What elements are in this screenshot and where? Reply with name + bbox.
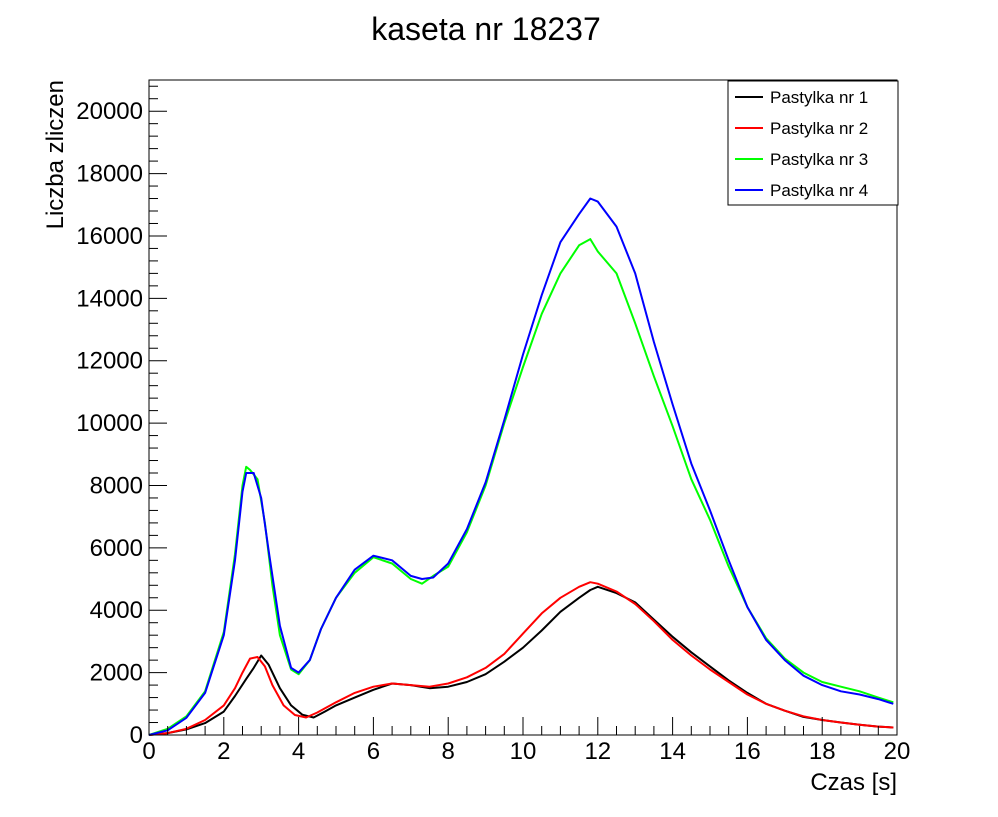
x-tick-label: 0 bbox=[142, 738, 155, 765]
x-axis-label: Czas [s] bbox=[810, 769, 897, 796]
y-tick-label: 20000 bbox=[76, 98, 143, 125]
x-axis: 0 2 4 6 8 10 12 14 16 18 20 bbox=[142, 717, 910, 765]
x-tick-label: 6 bbox=[367, 738, 380, 765]
x-tick-label: 18 bbox=[809, 738, 836, 765]
legend-label-3: Pastylka nr 3 bbox=[770, 150, 868, 169]
x-tick-label: 20 bbox=[884, 738, 911, 765]
y-tick-label: 4000 bbox=[90, 597, 143, 624]
y-tick-label: 12000 bbox=[76, 348, 143, 375]
y-tick-label: 14000 bbox=[76, 285, 143, 312]
y-tick-label: 16000 bbox=[76, 223, 143, 250]
y-tick-label: 0 bbox=[130, 722, 143, 749]
plot-area: 0 2 4 6 8 10 12 14 16 18 20 0 2000 4000 6000 8000 10000… bbox=[76, 79, 910, 765]
x-tick-label: 12 bbox=[584, 738, 611, 765]
legend-label-2: Pastylka nr 2 bbox=[770, 119, 868, 138]
y-tick-label: 10000 bbox=[76, 410, 143, 437]
x-tick-label: 2 bbox=[217, 738, 230, 765]
series-line-4 bbox=[148, 197, 894, 736]
legend: Pastylka nr 1 Pastylka nr 2 Pastylka nr 3 P… bbox=[727, 80, 899, 206]
series-layer bbox=[148, 197, 894, 736]
y-tick-label: 18000 bbox=[76, 161, 143, 188]
y-tick-label: 2000 bbox=[90, 660, 143, 687]
series-line-2 bbox=[148, 581, 894, 736]
x-tick-label: 4 bbox=[292, 738, 305, 765]
legend-label-4: Pastylka nr 4 bbox=[770, 181, 868, 200]
y-tick-label: 6000 bbox=[90, 535, 143, 562]
y-tick-label: 8000 bbox=[90, 472, 143, 499]
x-tick-label: 14 bbox=[659, 738, 686, 765]
y-axis: 0 2000 4000 6000 8000 10000 12000 14000 16000 180… bbox=[76, 85, 167, 749]
x-tick-label: 8 bbox=[442, 738, 455, 765]
y-axis-label: Liczba zliczen bbox=[42, 80, 69, 229]
legend-label-1: Pastylka nr 1 bbox=[770, 88, 868, 107]
legend-box bbox=[727, 80, 899, 206]
x-tick-label: 16 bbox=[734, 738, 761, 765]
chart-title: kaseta nr 18237 bbox=[371, 11, 601, 47]
x-tick-label: 10 bbox=[510, 738, 537, 765]
